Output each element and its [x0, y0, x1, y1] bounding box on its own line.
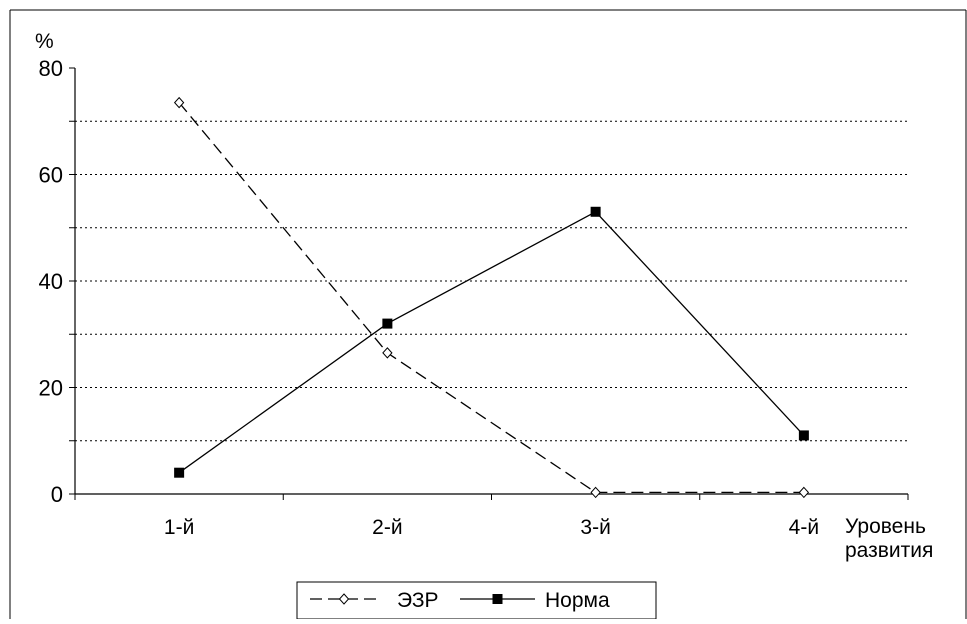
data-point-diamond	[798, 486, 810, 499]
y-tick-label: 60	[39, 163, 63, 188]
x-axis-label-line-2: развития	[845, 539, 933, 562]
series-line	[178, 210, 805, 474]
data-point-diamond	[382, 347, 393, 359]
y-tick-label: 40	[39, 269, 63, 294]
x-axis-label-line-1: Уровень	[845, 515, 926, 538]
data-point-diamond	[338, 593, 350, 605]
legend: ЭЗР Норма	[296, 581, 657, 620]
y-tick-label: 20	[39, 376, 63, 401]
data-point-diamond	[590, 486, 601, 499]
data-point-square	[492, 594, 503, 604]
data-point-diamond	[173, 96, 185, 109]
x-axis-ticks: 1-й 2-й 3-й 4-й	[74, 494, 909, 539]
x-tick-label: 2-й	[372, 516, 402, 539]
y-axis-label: %	[35, 30, 54, 53]
data-point-square	[382, 318, 393, 329]
chart-frame	[9, 9, 967, 619]
gridlines	[75, 120, 908, 442]
x-tick-label: 4-й	[789, 516, 819, 539]
x-tick-label: 3-й	[580, 516, 610, 539]
data-point-square	[590, 206, 601, 217]
y-axis-ticks: 0 20 40 60 80	[39, 56, 75, 507]
series-norma	[174, 206, 809, 478]
y-tick-label: 0	[51, 482, 63, 507]
y-tick-label: 80	[39, 56, 63, 81]
legend-label: ЭЗР	[397, 589, 439, 612]
series-layer	[173, 96, 810, 499]
data-point-square	[798, 430, 809, 441]
x-tick-label: 1-й	[164, 516, 194, 539]
legend-label: Норма	[545, 589, 610, 612]
legend-box	[296, 581, 657, 620]
series-line	[178, 102, 804, 494]
data-point-square	[174, 467, 185, 478]
series-ezr	[173, 96, 810, 499]
